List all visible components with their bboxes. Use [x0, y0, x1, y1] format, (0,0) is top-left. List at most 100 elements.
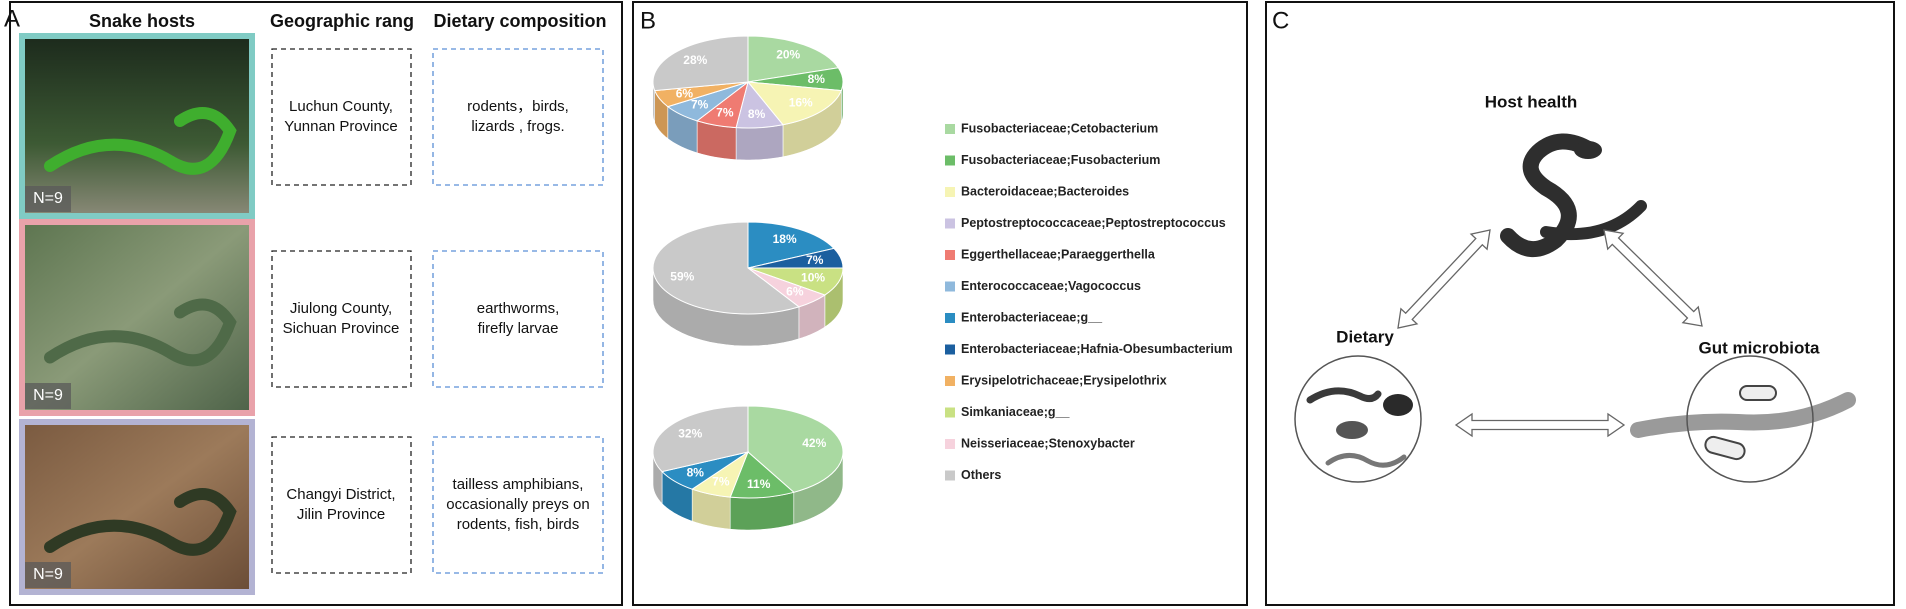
host-table: N=9 Luchun County, Yunnan Province rodents，… — [19, 33, 604, 595]
pie-panel: Fusobacteriaceae;Cetobacterium Fusobacter… — [652, 35, 1233, 531]
column-header: Dietary composition — [433, 11, 606, 31]
snake-shape — [44, 107, 237, 175]
pie-value-label: 28% — [683, 53, 707, 67]
column-header: Snake hosts — [89, 11, 195, 31]
double-arrow — [1397, 229, 1491, 329]
snake-shape — [44, 298, 237, 367]
legend-swatch — [945, 281, 955, 292]
diet-text: occasionally preys on — [446, 496, 589, 513]
microbiota-circle — [1686, 355, 1814, 483]
node-label: Gut microbiota — [1699, 338, 1820, 357]
panel-a-frame — [9, 1, 623, 606]
sample-badge — [25, 562, 71, 588]
frog-icon — [1383, 394, 1413, 416]
legend-swatch — [945, 376, 955, 386]
pie-slice — [747, 35, 840, 83]
sample-badge — [25, 383, 71, 409]
diet-text: earthworms, — [477, 300, 560, 317]
pie-slice — [747, 405, 844, 493]
node-label: Dietary — [1336, 327, 1394, 346]
legend-label: Neisseriaceae;Stenoxybacter — [961, 436, 1135, 450]
pie-slice — [652, 405, 749, 473]
pie-slice — [747, 221, 835, 269]
pie-value-label: 7% — [691, 98, 709, 112]
legend-swatch — [945, 155, 955, 166]
panel-letter: C — [1272, 7, 1289, 34]
pie-value-label: 42% — [802, 436, 826, 450]
sample-size: N=9 — [33, 566, 63, 583]
legend-label: Enterobacteriaceae;g__ — [961, 310, 1103, 324]
panel-c-frame — [1265, 1, 1895, 606]
diet-box — [432, 250, 604, 388]
snake-icon — [1500, 133, 1598, 257]
pie-slice — [729, 451, 795, 499]
pie-slice-side — [735, 124, 784, 161]
snake-shape — [44, 488, 237, 556]
worm-icon — [1325, 453, 1407, 468]
pie-value-label: 59% — [670, 269, 694, 283]
pie-slice — [746, 81, 843, 126]
pie-value-label: 11% — [747, 477, 771, 491]
legend-label: Fusobacteriaceae;Fusobacterium — [961, 153, 1160, 167]
schematic: Host health Dietary Gut microbiota — [1294, 92, 1856, 483]
geography-box — [271, 250, 412, 388]
diet-text: firefly larvae — [478, 320, 559, 337]
legend-swatch — [945, 124, 955, 134]
geography-text: Changyi District, — [286, 486, 395, 503]
pie-slice — [652, 221, 800, 315]
pie-value-label: 8% — [808, 72, 826, 86]
double-arrow — [1603, 229, 1703, 327]
panel-b-frame — [632, 1, 1248, 606]
legend-swatch — [945, 407, 955, 418]
legend-swatch — [945, 187, 955, 197]
diet-box — [432, 48, 604, 186]
legend-swatch — [945, 470, 955, 481]
lizard-icon — [1306, 387, 1382, 404]
legend-label: Peptostreptococcaceae;Peptostreptococcus — [961, 216, 1226, 230]
legend-swatch — [945, 218, 955, 229]
pie-slice — [652, 35, 749, 92]
pie-value-label: 18% — [773, 232, 797, 246]
host-photo — [19, 219, 255, 416]
snake-head — [1574, 141, 1602, 159]
legend-swatch — [945, 313, 955, 323]
pie-value-label: 16% — [789, 95, 813, 109]
pie-value-label: 7% — [712, 475, 730, 489]
panel-letter: A — [4, 5, 20, 32]
pie-value-label: 7% — [806, 253, 824, 267]
pie-value-label: 32% — [678, 426, 702, 440]
legend-swatch — [945, 250, 955, 260]
pie-value-label: 6% — [786, 284, 804, 298]
sample-badge — [25, 186, 71, 212]
pie-value-label: 20% — [776, 47, 800, 61]
diet-text: lizards , frogs. — [471, 118, 564, 135]
dietary-circle — [1294, 355, 1422, 483]
legend-label: Enterobacteriaceae;Hafnia-Obesumbacteriu… — [961, 342, 1233, 356]
geography-box — [271, 48, 412, 186]
bacterium-icon — [1704, 435, 1746, 461]
double-arrow — [1454, 412, 1626, 438]
legend-label: Simkaniaceae;g__ — [961, 405, 1070, 419]
geography-text: Jiulong County, — [290, 300, 392, 317]
diet-text: tailless amphibians, — [453, 476, 584, 493]
pie-value-label: 8% — [748, 107, 766, 121]
gut-tube — [1630, 392, 1856, 438]
legend-swatch — [945, 439, 955, 449]
legend-label: Fusobacteriaceae;Cetobacterium — [961, 121, 1158, 135]
geography-text: Yunnan Province — [284, 118, 397, 135]
snake-icon — [1540, 200, 1647, 241]
legend-label: Eggerthellaceae;Paraeggerthella — [961, 247, 1156, 261]
pie-value-label: 10% — [801, 270, 825, 284]
column-header: Geographic rang — [270, 11, 414, 31]
diet-text: rodents, fish, birds — [457, 516, 580, 533]
panel-letter: B — [640, 7, 656, 34]
pie-value-label: 6% — [676, 86, 694, 100]
pie-value-label: 8% — [687, 465, 705, 479]
geography-box — [271, 436, 412, 574]
diet-box — [432, 436, 604, 574]
geography-text: Jilin Province — [297, 506, 385, 523]
geography-text: Sichuan Province — [283, 320, 400, 337]
mouse-icon — [1336, 421, 1368, 439]
node-label: Host health — [1485, 92, 1578, 111]
